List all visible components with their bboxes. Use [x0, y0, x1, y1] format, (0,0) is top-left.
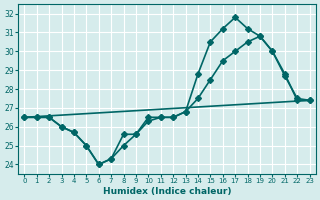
X-axis label: Humidex (Indice chaleur): Humidex (Indice chaleur) — [103, 187, 231, 196]
